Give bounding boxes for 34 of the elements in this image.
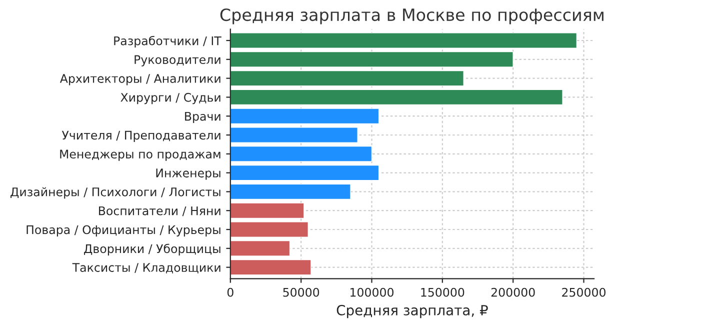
y-tick-label: Таксисты / Кладовщики [72, 263, 220, 274]
x-tick-label: 100000 [350, 288, 394, 297]
y-tick-label: Руководители [134, 55, 220, 66]
y-tick-label: Инженеры [156, 168, 220, 180]
bar [230, 184, 351, 200]
y-tick-label: Дворники / Уборщицы [84, 244, 220, 256]
y-tick-label: Воспитатели / Няни [99, 206, 220, 216]
chart-title: Средняя зарплата в Москве по профессиям [220, 8, 604, 24]
bar [230, 51, 514, 68]
y-tick-label: Дизайнеры / Психологи / Логисты [10, 187, 220, 199]
y-tick-label: Хирурги / Судьи [120, 92, 220, 104]
x-tick-label: 50000 [283, 288, 320, 297]
bar [230, 32, 578, 48]
y-tick-label: Учителя / Преподаватели [62, 130, 220, 142]
x-axis-title: Средняя зарплата, ₽ [336, 304, 488, 318]
y-tick-label: Разработчики / IT [114, 36, 222, 48]
bar [230, 89, 563, 106]
x-tick-label: 200000 [491, 288, 535, 297]
bar [230, 146, 372, 162]
y-tick-label: Менеджеры по продажам [60, 150, 220, 161]
bar [230, 259, 312, 276]
x-tick-label: 0 [227, 288, 234, 297]
bar [230, 240, 290, 256]
bar [230, 202, 304, 219]
x-tick-label: 150000 [421, 288, 464, 297]
bar [230, 70, 464, 86]
bar [230, 127, 358, 143]
x-tick-label: 250000 [562, 288, 606, 297]
y-tick-label: Врачи [185, 112, 220, 124]
y-tick-label: Архитекторы / Аналитики [60, 74, 220, 86]
y-tick-label: Повара / Официанты / Курьеры [26, 225, 220, 236]
bar [230, 108, 380, 124]
bar [230, 164, 380, 181]
bar [230, 222, 308, 238]
